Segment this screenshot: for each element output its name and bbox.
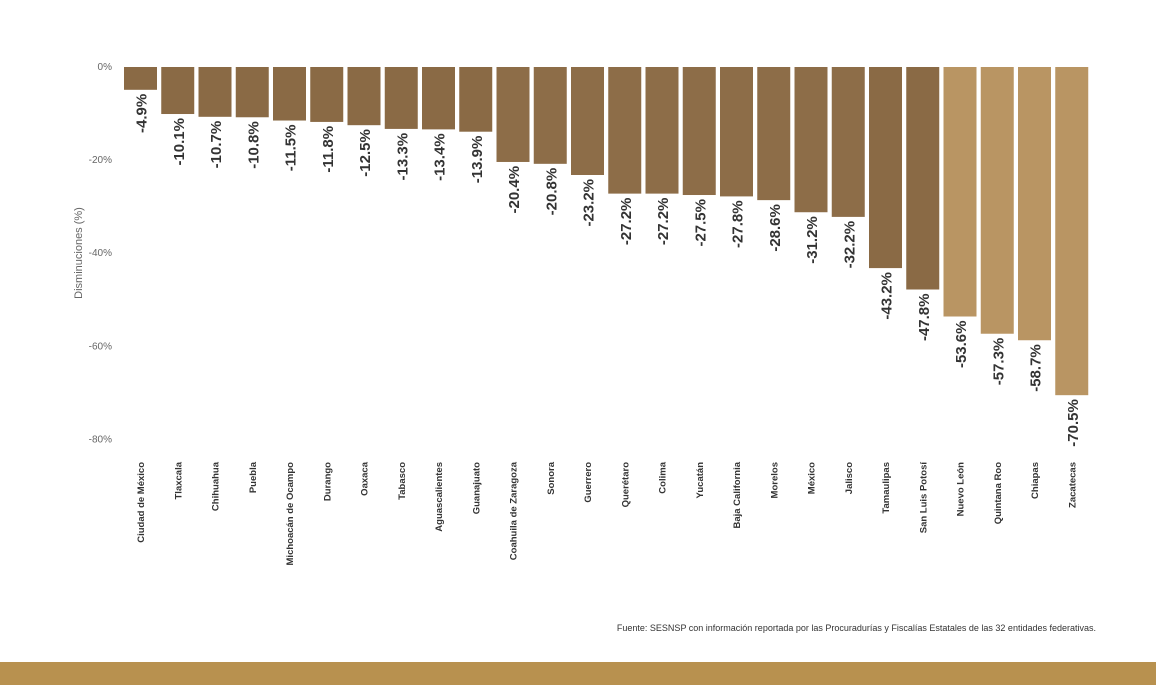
bar [533, 67, 567, 164]
bar [757, 67, 791, 201]
category-label: Guerrero [583, 462, 594, 503]
bar [943, 67, 977, 317]
bar [794, 67, 828, 213]
category-label: Chihuahua [211, 461, 222, 511]
category-label: Zacatecas [1067, 462, 1078, 508]
bar [831, 67, 865, 217]
bar-value-label: -32.2% [841, 221, 858, 269]
bar [310, 67, 344, 122]
category-label: Colima [658, 461, 669, 493]
bars [124, 67, 1089, 396]
bar [608, 67, 642, 194]
bar-value-label: -11.8% [320, 126, 337, 173]
category-label: Chiapas [1030, 462, 1041, 499]
category-label: Sonora [546, 461, 557, 494]
category-label: Jalisco [844, 462, 855, 494]
category-label: Guanajuato [471, 462, 482, 514]
y-tick-label: -20% [89, 155, 112, 166]
category-label: Durango [322, 462, 333, 501]
category-label: San Luis Potosí [918, 462, 929, 534]
bar-value-label: -70.5% [1065, 399, 1082, 447]
bar [161, 67, 195, 115]
bar-value-label: -27.2% [655, 198, 672, 246]
bar-value-label: -23.2% [581, 179, 598, 227]
bar [347, 67, 381, 126]
y-tick-label: -60% [89, 341, 112, 352]
category-label: Tlaxcala [173, 461, 184, 499]
bar-value-label: -20.4% [506, 166, 523, 214]
y-tick-label: 0% [98, 62, 113, 73]
bar-value-label: -10.7% [208, 121, 225, 169]
bottom-band [0, 662, 1156, 685]
bar [459, 67, 493, 132]
bar-value-label: -28.6% [767, 204, 784, 252]
category-label: Puebla [248, 461, 259, 493]
bar-value-label: -27.2% [618, 198, 635, 246]
bar-value-label: -57.3% [990, 338, 1007, 386]
category-label: Nuevo León [956, 462, 967, 517]
bar-value-label: -27.8% [730, 200, 747, 248]
category-label: Tamaulipas [881, 462, 892, 514]
bar [1055, 67, 1089, 396]
bar-value-label: -12.5% [357, 129, 374, 177]
bar-value-label: -10.8% [245, 121, 262, 169]
bar [720, 67, 753, 197]
category-label: Yucatán [695, 462, 706, 499]
bar-value-label: -27.5% [692, 199, 709, 247]
bar [384, 67, 418, 129]
bar-value-label: -58.7% [1028, 344, 1045, 392]
bar [645, 67, 679, 194]
bar [571, 67, 604, 175]
y-tick-label: -40% [89, 248, 112, 259]
bar [124, 67, 157, 90]
bar-value-label: -47.8% [916, 294, 933, 342]
bar-value-label: -11.5% [283, 125, 300, 172]
bar [1018, 67, 1051, 341]
y-axis-title: Disminuciones (%) [73, 207, 85, 299]
bar [496, 67, 530, 162]
bar [682, 67, 716, 196]
bar [235, 67, 269, 118]
category-label: Oaxaca [360, 461, 371, 496]
category-label: Quintana Roo [993, 462, 1004, 524]
category-labels: Ciudad de México Tlaxcala Chihuahua Puebla M… [136, 461, 1078, 565]
bar [273, 67, 306, 121]
bar [869, 67, 902, 269]
category-label: Ciudad de México [136, 462, 147, 543]
category-label: Michoacán de Ocampo [285, 462, 296, 566]
y-tick-label: -80% [89, 434, 112, 445]
bar [422, 67, 455, 130]
bar-value-label: -13.9% [469, 136, 486, 184]
bar [906, 67, 940, 290]
bar-value-label: -13.4% [432, 133, 449, 181]
bar-value-label: -20.8% [543, 168, 560, 216]
source-note: Fuente: SESNSP con información reportada… [617, 623, 1096, 633]
bar-value-label: -31.2% [804, 216, 821, 264]
y-axis-ticks: 0% -20% -40% -60% -80% [89, 62, 112, 445]
category-label: México [807, 462, 818, 494]
category-label: Coahuila de Zaragoza [509, 461, 520, 560]
value-labels: -4.9% -10.1% -10.7% -10.8% -11.5% -11.8% -12.5… [134, 94, 1082, 447]
bar-value-label: -53.6% [953, 321, 970, 369]
category-label: Aguascalientes [434, 462, 445, 532]
bar-value-label: -4.9% [134, 94, 151, 133]
bar-value-label: -10.1% [171, 118, 188, 166]
bar [198, 67, 232, 117]
category-label: Tabasco [397, 462, 408, 500]
bar [980, 67, 1014, 334]
category-label: Baja California [732, 461, 743, 528]
category-label: Querétaro [620, 462, 631, 508]
bar-value-label: -13.3% [394, 133, 411, 181]
category-label: Morelos [769, 462, 780, 498]
bar-value-label: -43.2% [879, 272, 896, 320]
